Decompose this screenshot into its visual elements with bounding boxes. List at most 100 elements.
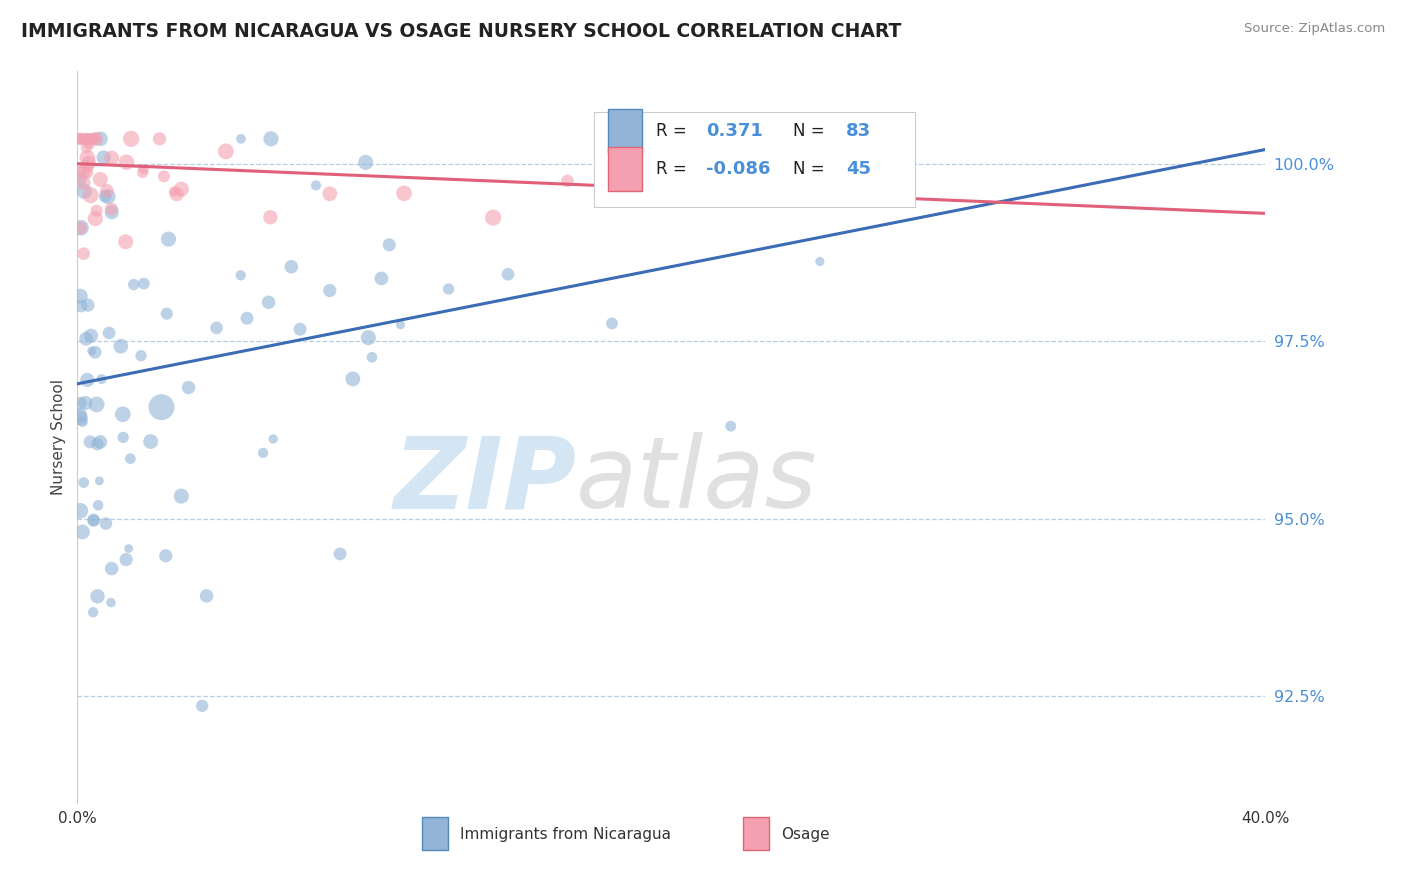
Point (118, 541, 141, 556)
Point (80, 343, 103, 358)
Point (215, 145, 238, 159)
Point (73, 184, 96, 198)
Point (80, 132, 103, 146)
Point (69, 396, 91, 410)
Point (75, 396, 97, 410)
Point (72, 176, 94, 190)
Point (120, 132, 142, 146)
Point (262, 432, 284, 446)
Point (84, 345, 107, 359)
Text: atlas: atlas (576, 433, 818, 530)
Point (87, 498, 110, 512)
Point (100, 202, 122, 216)
Point (120, 451, 142, 466)
Point (98, 326, 121, 340)
Point (69, 504, 91, 518)
Point (89, 172, 111, 186)
Point (115, 552, 138, 566)
Point (69, 163, 91, 178)
Point (600, 317, 623, 331)
Point (86, 397, 108, 411)
Point (69, 171, 91, 186)
Point (69, 132, 91, 146)
Point (195, 589, 218, 603)
Text: Immigrants from Nicaragua: Immigrants from Nicaragua (460, 827, 671, 842)
Text: N =: N = (793, 122, 830, 140)
Point (319, 284, 342, 298)
Point (69, 132, 91, 146)
Point (69, 132, 91, 146)
Point (69, 221, 91, 235)
Point (370, 271, 392, 285)
Point (749, 182, 772, 196)
Point (82, 132, 104, 146)
Point (361, 351, 384, 365)
Point (482, 211, 505, 225)
Point (97, 189, 120, 203)
Point (79, 132, 101, 146)
Point (100, 561, 122, 575)
Point (69, 409, 91, 423)
Text: R =: R = (657, 160, 692, 178)
Point (229, 268, 252, 283)
Point (72, 165, 94, 179)
Point (69, 289, 91, 303)
Point (76, 298, 98, 312)
Point (94, 516, 117, 531)
Point (437, 282, 460, 296)
Point (148, 132, 170, 146)
Point (236, 311, 259, 326)
Point (166, 187, 188, 202)
Point (252, 446, 274, 460)
Point (129, 349, 152, 363)
Point (170, 182, 193, 196)
Text: 0.371: 0.371 (706, 122, 762, 140)
Point (280, 260, 302, 274)
Text: R =: R = (657, 122, 692, 140)
Point (150, 400, 173, 414)
Point (72, 415, 94, 429)
Point (392, 186, 415, 201)
Point (139, 434, 162, 449)
Point (79, 434, 101, 449)
Point (76, 166, 98, 180)
Point (319, 186, 342, 201)
Point (259, 211, 281, 225)
Y-axis label: Nursery School: Nursery School (51, 379, 66, 495)
Point (170, 489, 193, 503)
Text: ZIP: ZIP (394, 433, 576, 530)
Point (305, 178, 328, 193)
Point (496, 268, 519, 282)
Point (94, 189, 117, 203)
Point (93, 151, 115, 165)
Text: N =: N = (793, 160, 830, 178)
Point (79, 188, 101, 202)
Point (357, 331, 380, 345)
Point (83, 132, 105, 146)
Point (114, 235, 136, 249)
Point (76, 151, 98, 165)
Point (86, 203, 108, 218)
Point (389, 318, 412, 332)
Point (115, 155, 138, 169)
Point (191, 698, 214, 713)
Point (153, 169, 176, 184)
Point (82, 605, 104, 619)
Point (70, 220, 93, 235)
Point (205, 321, 228, 335)
Point (111, 407, 134, 421)
Point (260, 132, 283, 146)
Point (155, 549, 177, 563)
Text: 83: 83 (846, 122, 872, 140)
Point (156, 307, 179, 321)
Point (808, 254, 831, 268)
Point (122, 277, 145, 292)
Text: Osage: Osage (780, 827, 830, 842)
Point (76, 140, 98, 154)
Point (177, 380, 200, 394)
Text: -0.086: -0.086 (706, 160, 770, 178)
Point (378, 237, 401, 252)
Point (84, 132, 107, 146)
Point (77, 156, 100, 170)
Point (72, 246, 94, 260)
